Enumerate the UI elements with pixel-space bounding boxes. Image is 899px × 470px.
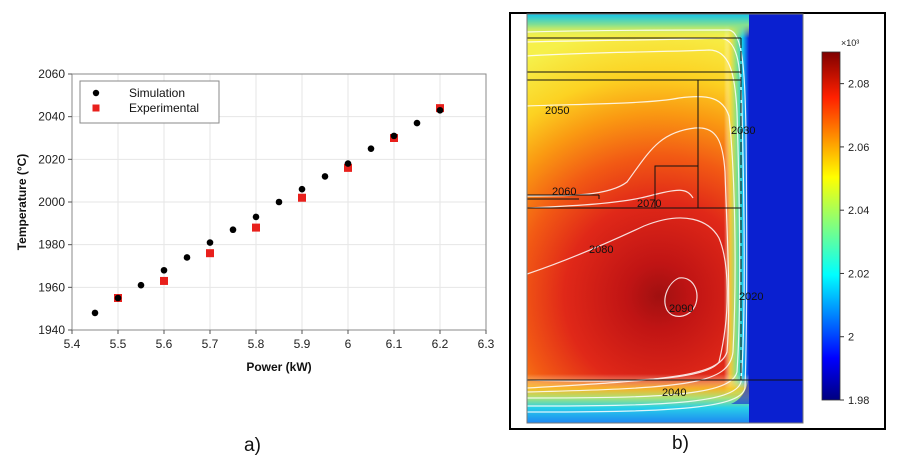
legend-label-experimental: Experimental	[129, 101, 199, 115]
wall-corner-curve	[731, 370, 749, 404]
contour-label: 2020	[739, 291, 763, 303]
x-tick-label: 6	[345, 337, 352, 351]
contour-label: 2040	[662, 387, 686, 399]
experimental-point	[252, 223, 260, 232]
contour-line-2060	[527, 127, 730, 389]
x-tick-label: 6.3	[478, 337, 495, 351]
x-tick-label: 6.2	[432, 337, 449, 351]
contour-line-2070	[527, 189, 694, 209]
x-tick-label: 5.6	[156, 337, 173, 351]
temperature-field-figure: 2050 2030 2060 2070 2080 2090 2020 2040 ×10³ 1.…	[509, 12, 886, 430]
simulation-point	[91, 309, 99, 317]
x-tick-label: 5.8	[248, 337, 265, 351]
x-axis: 5.4 5.5 5.6 5.7 5.8 5.9 6 6.1 6.2 6.3	[64, 330, 495, 351]
scatter-chart: 5.4 5.5 5.6 5.7 5.8 5.9 6 6.1 6.2 6.3 1940 1960 198…	[15, 67, 495, 374]
contour-line-2090	[664, 277, 698, 317]
contour-line-2020	[527, 29, 748, 413]
colorbar	[821, 51, 841, 401]
colorbar-tick-label: 2.04	[848, 205, 869, 217]
legend-marker-simulation	[92, 89, 100, 97]
geometry-outline	[527, 37, 803, 381]
y-tick-label: 1960	[38, 280, 65, 294]
y-tick-label: 1940	[38, 323, 65, 337]
contour-label: 2050	[545, 105, 569, 117]
simulation-point	[413, 119, 421, 127]
contour-line-2030	[527, 37, 745, 407]
contour-label: 2090	[669, 303, 693, 315]
y-tick-label: 1980	[38, 238, 65, 252]
x-tick-label: 5.9	[294, 337, 311, 351]
colorbar-multiplier: ×10³	[841, 38, 859, 48]
contour-labels: 2050 2030 2060 2070 2080 2090 2020 2040	[545, 105, 763, 399]
legend-marker-experimental	[92, 104, 100, 112]
experimental-point	[160, 276, 168, 285]
contour-label: 2030	[731, 125, 755, 137]
colorbar-tick-label: 1.98	[848, 395, 869, 407]
x-tick-label: 6.1	[386, 337, 403, 351]
legend-box	[79, 80, 220, 124]
legend: Simulation Experimental	[79, 80, 220, 124]
y-axis: 1940 1960 1980 2000 2020 2040 2060	[38, 67, 72, 337]
simulation-point	[114, 294, 122, 302]
contour-label: 2080	[589, 244, 613, 256]
simulation-point	[436, 106, 444, 114]
colorbar-panel: ×10³ 1.98 2 2.02 2.04 2.06 2.08	[805, 14, 884, 428]
panel-label-a: a)	[244, 435, 261, 456]
legend-label-simulation: Simulation	[129, 86, 185, 100]
simulation-point	[390, 132, 398, 140]
simulation-point	[206, 239, 214, 246]
simulation-point	[137, 281, 145, 289]
contour-label: 2070	[637, 198, 661, 210]
colorbar-tick-label: 2	[848, 332, 854, 344]
x-tick-label: 5.7	[202, 337, 219, 351]
colorbar-ticks: 1.98 2 2.02 2.04 2.06 2.08	[840, 79, 869, 407]
y-tick-label: 2060	[38, 67, 65, 81]
cold-wall	[749, 14, 803, 423]
colorbar-tick-label: 2.08	[848, 79, 869, 91]
y-tick-label: 2040	[38, 110, 65, 124]
colorbar-panel-background	[805, 14, 884, 428]
panel-label-b: b)	[672, 433, 689, 454]
simulation-point	[275, 198, 283, 206]
simulation-point	[160, 266, 168, 274]
simulation-point	[183, 254, 191, 261]
simulation-point	[367, 145, 375, 152]
x-axis-label: Power (kW)	[246, 360, 311, 374]
top-wall-gradient	[527, 14, 749, 38]
experimental-point	[298, 193, 306, 202]
simulation-point	[252, 213, 260, 221]
y-axis-label: Temperature (°C)	[15, 154, 29, 251]
experimental-point	[344, 163, 352, 172]
experimental-point	[206, 249, 214, 258]
colorbar-tick-label: 2.06	[848, 142, 869, 154]
y-tick-label: 2020	[38, 152, 65, 166]
contour-line-2040	[527, 49, 741, 399]
colorbar-tick-label: 2.02	[848, 268, 869, 280]
contour-label: 2060	[552, 186, 576, 198]
y-tick-label: 2000	[38, 195, 65, 209]
contour-line-2080	[527, 217, 728, 382]
simulation-point	[298, 185, 306, 193]
x-tick-label: 5.5	[110, 337, 127, 351]
simulation-point	[321, 173, 329, 180]
x-tick-label: 5.4	[64, 337, 81, 351]
simulation-point	[344, 160, 352, 167]
simulation-point	[229, 226, 237, 234]
inner-component-outline	[654, 165, 699, 209]
temperature-field: 2050 2030 2060 2070 2080 2090 2020 2040	[527, 14, 803, 423]
field-frame	[526, 13, 804, 424]
data-points	[91, 104, 444, 317]
